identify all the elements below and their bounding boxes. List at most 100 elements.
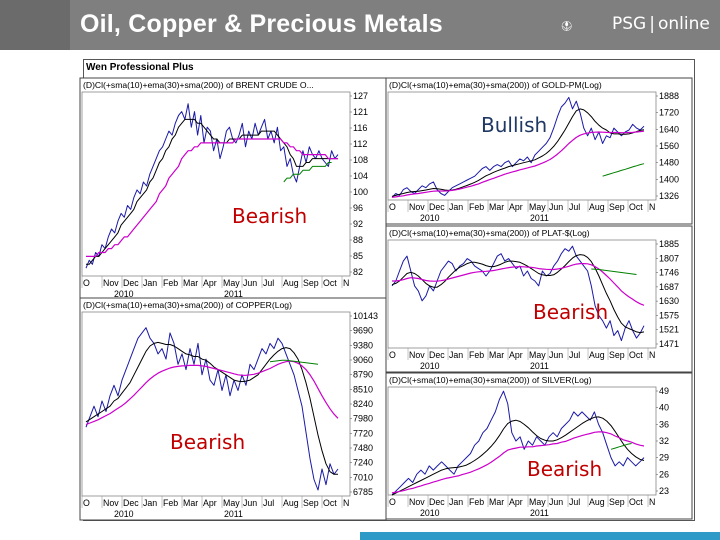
y-tick-label: 127 [353,91,368,101]
x-tick-label: May [223,498,240,508]
x-year-label: 2011 [224,509,243,519]
x-tick-label: Sep [609,497,625,507]
x-tick-label: Aug [589,350,605,360]
chart-panel-platinum: (D)Cl(+sma(10)+ema(30)+sma(200)) of PLAT… [385,225,693,373]
x-tick-label: Jun [549,202,563,212]
x-tick-label: May [223,278,240,288]
y-tick-label: 10143 [353,311,378,321]
x-tick-label: O [83,278,90,288]
y-tick-label: 116 [353,123,367,133]
header-accent-block [0,0,70,50]
x-tick-label: Dec [429,202,445,212]
chart-panel-gold: (D)Cl(+sma(10)+ema(30)+sma(200)) of GOLD… [385,77,693,225]
x-year-label: 2011 [530,361,549,371]
x-tick-label: Mar [489,350,504,360]
psg-logo-icon [561,21,572,31]
x-tick-label: Jul [263,278,274,288]
y-tick-label: 85 [353,251,363,261]
x-tick-label: Mar [489,202,504,212]
x-tick-label: Dec [429,497,445,507]
x-tick-label: Mar [489,497,504,507]
x-tick-label: Dec [123,498,139,508]
x-tick-label: Jun [549,497,563,507]
series-line-sma10 [85,341,338,475]
chart-panel-copper: (D)Cl(+sma(10)+ema(30)+sma(200)) of COPP… [79,297,387,521]
x-year-label: 2010 [420,213,440,223]
y-tick-label: 1471 [659,339,679,349]
chart-panel-brent: (D)Cl(+sma(10)+ema(30)+sma(200)) of BREN… [79,77,387,301]
annotation-gold: Bullish [481,113,548,137]
x-tick-label: Jan [449,497,463,507]
y-tick-label: 29 [659,453,669,463]
y-tick-label: 1400 [659,174,679,184]
x-tick-label: Feb [163,278,178,288]
y-tick-label: 1630 [659,296,679,306]
series-line-sma200 [283,162,332,183]
y-tick-label: 112 [353,139,367,149]
x-year-label: 2010 [420,361,440,371]
x-tick-label: Apr [509,497,523,507]
series-line-sma200 [269,359,319,365]
y-tick-label: 1640 [659,124,679,134]
annotation-copper: Bearish [170,430,246,454]
annotation-platinum: Bearish [533,300,609,324]
y-tick-label: 82 [353,267,363,277]
x-tick-label: Oct [323,278,337,288]
series-line-price [391,96,645,198]
x-tick-label: Oct [629,350,643,360]
series-line-sma10 [391,254,645,334]
x-tick-label: Feb [163,498,178,508]
x-tick-label: Apr [203,278,217,288]
x-tick-label: O [389,350,396,360]
annotation-silver: Bearish [527,457,603,481]
y-tick-label: 104 [353,171,368,181]
x-tick-label: N [649,350,655,360]
y-tick-label: 121 [353,107,368,117]
x-tick-label: Nov [103,498,119,508]
panel-border [79,77,387,301]
x-tick-label: Jan [449,202,463,212]
x-tick-label: Jun [243,498,257,508]
x-tick-label: Feb [469,497,484,507]
x-tick-label: O [83,498,90,508]
y-tick-label: 100 [353,187,368,197]
series-line-ema30 [392,263,645,306]
series-line-sma10 [391,108,645,197]
x-tick-label: Jul [569,497,580,507]
y-tick-label: 1560 [659,141,679,151]
chart-title: (D)Cl(+sma(10)+ema(30)+sma(200)) of PLAT… [389,228,590,238]
x-tick-label: Sep [303,278,319,288]
annotation-brent: Bearish [232,204,308,228]
y-tick-label: 108 [353,155,368,165]
chart-panel-silver: (D)Cl(+sma(10)+ema(30)+sma(200)) of SILV… [385,372,693,520]
series-line-ema30 [391,130,645,198]
y-tick-label: 7980 [353,414,373,424]
y-tick-label: 7010 [353,472,373,482]
x-year-label: 2010 [114,289,134,299]
chart-title: (D)Cl(+sma(10)+ema(30)+sma(200)) of GOLD… [389,80,602,90]
y-tick-label: 8510 [353,384,373,394]
bottom-accent-bar [360,532,720,540]
y-tick-label: 88 [353,235,363,245]
x-tick-label: Nov [409,497,425,507]
series-line-sma200 [591,268,637,275]
series-line-sma10 [86,118,338,265]
logo-brand: PSG [612,14,647,34]
chart-title: (D)Cl(+sma(10)+ema(30)+sma(200)) of BREN… [83,80,314,90]
y-tick-label: 6785 [353,487,373,497]
x-tick-label: O [389,202,396,212]
series-line-sma200 [602,163,645,177]
series-line-price [85,327,339,491]
x-tick-label: Dec [429,350,445,360]
x-tick-label: N [343,498,349,508]
y-tick-label: 32 [659,436,669,446]
x-tick-label: Sep [303,498,319,508]
series-line-ema30 [391,431,645,494]
x-tick-label: N [343,278,349,288]
slide-title: Oil, Copper & Precious Metals [80,10,443,38]
x-tick-label: Jan [449,350,463,360]
x-tick-label: Jun [243,278,257,288]
y-tick-label: 40 [659,403,669,413]
plot-area [81,91,351,277]
x-tick-label: Jun [549,350,563,360]
